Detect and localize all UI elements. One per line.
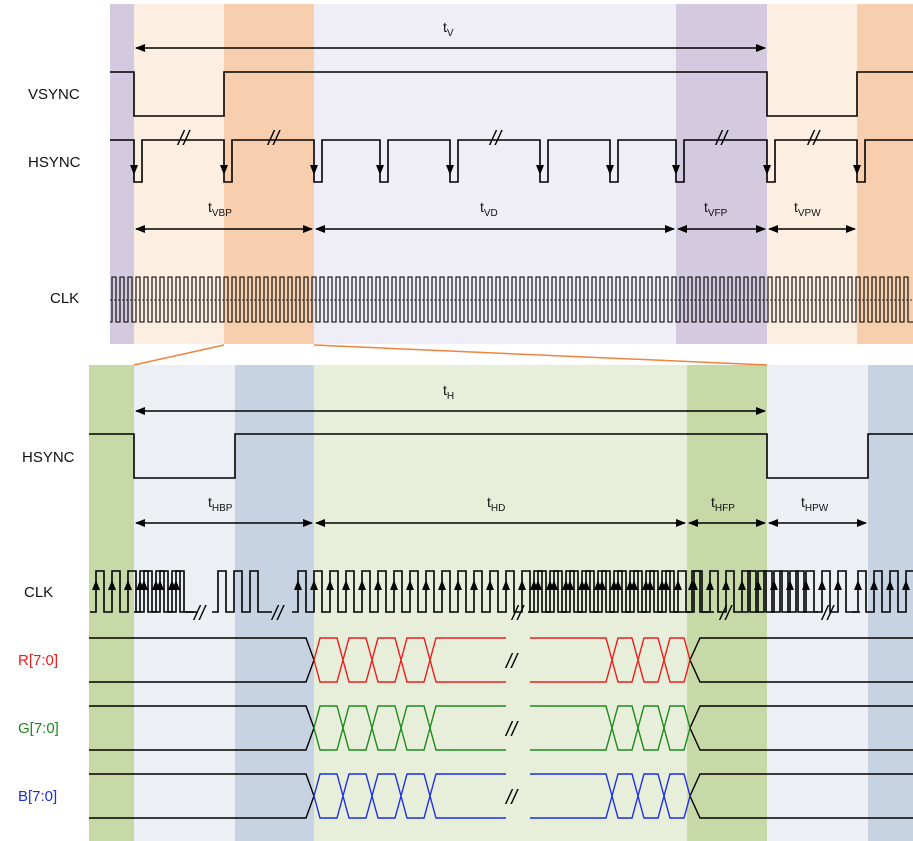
vsync-waveform: [110, 71, 913, 117]
g-bus-label: G[7:0]: [18, 720, 59, 737]
g-bus-transitions-1: [313, 705, 431, 751]
clk-waveform-bottom: // // // // //: [90, 570, 913, 625]
clk-waveform-top: [110, 276, 913, 323]
b-bus-label: B[7:0]: [18, 788, 57, 805]
clk-bottom-break-mark: //: [270, 603, 286, 625]
clk-bottom-segment: [292, 570, 688, 613]
hsync-top-break-mark: //: [806, 128, 822, 150]
g-bus-break-mark: //: [504, 719, 520, 741]
zoom-lines: [133, 344, 768, 366]
horizontal-timing-bands: [89, 365, 913, 841]
clk-bottom-segment: [212, 570, 272, 613]
rgb-data-buses: // // //: [89, 637, 913, 819]
hsync-top-break-mark: //: [714, 128, 730, 150]
b-bus-break-mark: //: [504, 787, 520, 809]
tvd-label: tVD: [480, 199, 498, 219]
band-vbp-orange: [224, 4, 314, 344]
r-bus-transitions-2: [611, 637, 691, 683]
clk-bottom-break-mark: //: [820, 603, 836, 625]
thpw-label: tHPW: [801, 494, 829, 514]
thd-label: tHD: [487, 494, 505, 514]
thbp-label: tHBP: [208, 494, 233, 514]
hsync-waveform-top: // // // // //: [110, 128, 913, 183]
b-bus-hold-2: [530, 773, 613, 819]
clk-bottom-break-mark: //: [510, 603, 526, 625]
r-bus-hold-1: [429, 637, 506, 683]
band-hpw: [767, 365, 868, 841]
clk-bottom-segment: [852, 570, 913, 613]
r-bus-hold-2: [530, 637, 613, 683]
hsync-top-break-mark: //: [176, 128, 192, 150]
clk-bottom-break-mark: //: [192, 603, 208, 625]
clk-bottom-segment: [686, 570, 714, 613]
hsync-waveform-bottom: [89, 433, 913, 479]
clk-bottom-break-mark: //: [718, 603, 734, 625]
r-bus-label: R[7:0]: [18, 652, 58, 669]
bottom-panel: tH HSYNC tHBP tHD tHFP tHPW CLK ////////…: [18, 382, 913, 819]
g-bus-hold-2: [530, 705, 613, 751]
band-vfp: [676, 4, 767, 344]
clk-label-top: CLK: [50, 290, 79, 307]
tvpw-label: tVPW: [794, 199, 821, 219]
hsync-top-break-mark: //: [488, 128, 504, 150]
hsync-label-bottom: HSYNC: [22, 449, 75, 466]
r-bus-break-mark: //: [504, 651, 520, 673]
clk-top-line: [110, 276, 913, 323]
vsync-label: VSYNC: [28, 86, 80, 103]
band-vsync-pulse-left: [110, 4, 134, 344]
b-bus-transitions-2: [611, 773, 691, 819]
tvfp-label: tVFP: [704, 199, 728, 219]
clk-bottom-segment: [742, 570, 818, 613]
hsync-top-break-mark: //: [266, 128, 282, 150]
th-label: tH: [443, 382, 454, 402]
zoom-line-right: [313, 344, 768, 366]
band-hbp-blue: [235, 365, 314, 841]
g-bus-transitions-2: [611, 705, 691, 751]
clk-label-bottom: CLK: [24, 584, 53, 601]
thfp-label: tHFP: [711, 494, 735, 514]
b-bus-transitions-1: [313, 773, 431, 819]
clk-bottom-segment: [134, 570, 194, 613]
r-bus-transitions-1: [313, 637, 431, 683]
b-bus-hold-1: [429, 773, 506, 819]
g-bus-hold-1: [429, 705, 506, 751]
band-vbp-light: [134, 4, 224, 344]
tv-label: tV: [443, 19, 454, 39]
hsync-label-top: HSYNC: [28, 154, 81, 171]
band-hd: [314, 365, 687, 841]
top-panel: tV VSYNC HSYNC ////////// tVBP tVD tVFP …: [28, 19, 913, 323]
zoom-line-left: [133, 344, 225, 366]
vertical-timing-bands: [110, 4, 913, 344]
hsync-top-line: [110, 139, 913, 183]
tvbp-label: tVBP: [208, 199, 232, 219]
